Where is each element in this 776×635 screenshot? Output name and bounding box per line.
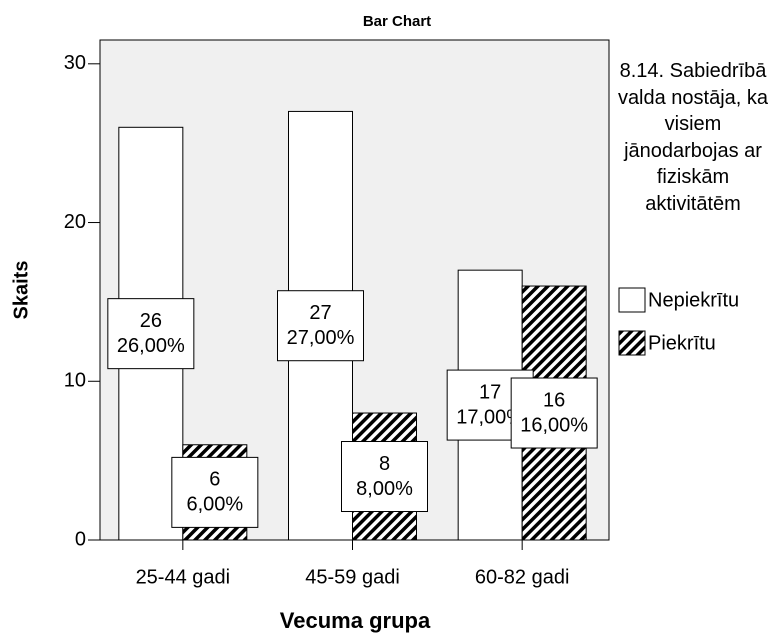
- data-label-count: 6: [209, 469, 220, 491]
- y-tick-label: 10: [64, 370, 86, 392]
- data-label-box: [341, 441, 428, 513]
- x-tick-label: 60-82 gadi: [475, 566, 570, 588]
- data-label-percent: 8,00%: [356, 478, 413, 500]
- data-label-percent: 26,00%: [117, 335, 185, 357]
- x-tick-label: 45-59 gadi: [305, 566, 400, 588]
- y-tick-label: 0: [75, 528, 86, 550]
- data-label-count: 16: [543, 389, 565, 411]
- data-label-box: [107, 298, 195, 370]
- data-label-count: 8: [379, 453, 390, 475]
- data-label-box: [510, 377, 598, 449]
- data-label: 8 8,00%: [341, 441, 428, 513]
- legend-label: Piekrītu: [648, 332, 716, 354]
- data-label-count: 17: [479, 381, 501, 403]
- data-label-box: [277, 290, 364, 362]
- x-tick-label: 25-44 gadi: [136, 566, 231, 588]
- data-label-percent: 6,00%: [186, 494, 243, 516]
- y-tick-label: 20: [64, 211, 86, 233]
- data-label-box: [171, 456, 259, 528]
- legend-label: Nepiekrītu: [648, 289, 739, 311]
- legend-swatch: [618, 287, 646, 313]
- data-label-percent: 16,00%: [520, 414, 588, 436]
- data-label-count: 27: [309, 302, 331, 324]
- y-axis-title: Skaits: [10, 261, 32, 320]
- data-label: 27 27,00%: [277, 290, 364, 362]
- data-label-count: 26: [140, 310, 162, 332]
- chart-title: Bar Chart: [363, 13, 431, 30]
- legend-title: 8.14. Sabiedrībā valda nostāja, ka visie…: [617, 60, 769, 215]
- data-label: 16 16,00%: [510, 377, 598, 449]
- data-label: 26 26,00%: [107, 298, 195, 370]
- data-label: 6 6,00%: [171, 456, 259, 528]
- legend-swatch: [618, 330, 646, 356]
- data-label-percent: 17,00%: [456, 406, 524, 428]
- data-label-percent: 27,00%: [287, 327, 355, 349]
- y-tick-label: 30: [64, 52, 86, 74]
- x-axis-title: Vecuma grupa: [280, 608, 431, 633]
